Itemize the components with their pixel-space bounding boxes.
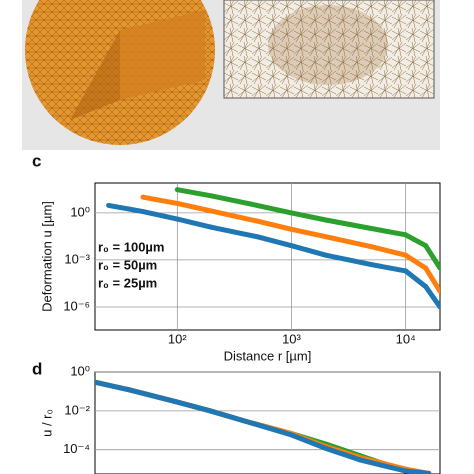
y-axis-label: Deformation u [µm] (39, 201, 54, 312)
x-tick-label: 10² (168, 331, 187, 346)
data-point (368, 244, 374, 250)
y-tick-label: 10⁻⁶ (63, 298, 90, 313)
data-line (142, 194, 440, 293)
data-point (287, 432, 293, 438)
data-point (127, 387, 133, 393)
data-point (403, 252, 409, 258)
top-panel (22, 0, 440, 150)
data-point (254, 218, 260, 224)
data-point (423, 284, 429, 290)
series-layer (106, 187, 440, 310)
y-axis-label: u / r₀ (39, 409, 54, 437)
fiber-network (224, 0, 434, 98)
data-point (322, 445, 328, 451)
fiber-center (268, 5, 388, 85)
x-tick-label: 10⁴ (396, 331, 416, 346)
data-point (174, 216, 180, 222)
panel-label: c (32, 151, 41, 170)
y-tick-label: 10⁰ (70, 204, 90, 219)
legend-entry: r₀ = 25µm (98, 275, 157, 290)
data-line (95, 379, 430, 474)
chart-c: 10⁰ 10⁻³ 10⁻⁶ 10² 10³ 10⁴ Distance r [µm] Defor… (39, 182, 441, 363)
data-point (437, 304, 440, 310)
data-point (254, 202, 260, 208)
data-point (174, 200, 180, 206)
data-point (209, 193, 215, 199)
data-point (423, 265, 429, 271)
legend-entry: r₀ = 50µm (98, 257, 157, 272)
data-point (323, 234, 329, 240)
data-point (288, 243, 294, 249)
y-tick-label: 10⁻³ (64, 251, 90, 266)
data-point (288, 210, 294, 216)
data-point (174, 187, 180, 193)
y-tick-label: 10⁰ (70, 363, 90, 378)
data-point (437, 288, 440, 294)
data-point (288, 226, 294, 232)
data-point (426, 470, 432, 474)
data-point (403, 268, 409, 274)
data-point (207, 408, 213, 414)
chart-d: 10⁰ 10⁻² 10⁻⁴ u / r₀ (39, 363, 441, 474)
data-point (402, 468, 408, 474)
data-point (209, 208, 215, 214)
y-tick-label: 10⁻² (64, 402, 90, 417)
data-point (368, 262, 374, 268)
plot-area (94, 371, 441, 474)
data-point (140, 194, 146, 200)
data-point (172, 399, 178, 405)
cut-face (120, 10, 205, 100)
panel-label: d (32, 359, 42, 378)
data-point (254, 234, 260, 240)
data-point (323, 217, 329, 223)
data-point (357, 457, 363, 463)
legend-entry: r₀ = 100µm (98, 239, 164, 254)
data-point (437, 265, 440, 271)
data-point (403, 232, 409, 238)
data-point (140, 209, 146, 215)
y-tick-label: 10⁻⁴ (63, 441, 90, 456)
series-layer (95, 379, 432, 474)
data-point (95, 379, 98, 385)
data-point (209, 224, 215, 230)
cut-face (70, 30, 120, 120)
data-point (368, 226, 374, 232)
data-point (106, 202, 112, 208)
data-point (242, 418, 248, 424)
x-tick-label: 10³ (282, 331, 301, 346)
data-point (323, 252, 329, 258)
x-axis-label: Distance r [µm] (224, 348, 312, 363)
data-point (423, 243, 429, 249)
